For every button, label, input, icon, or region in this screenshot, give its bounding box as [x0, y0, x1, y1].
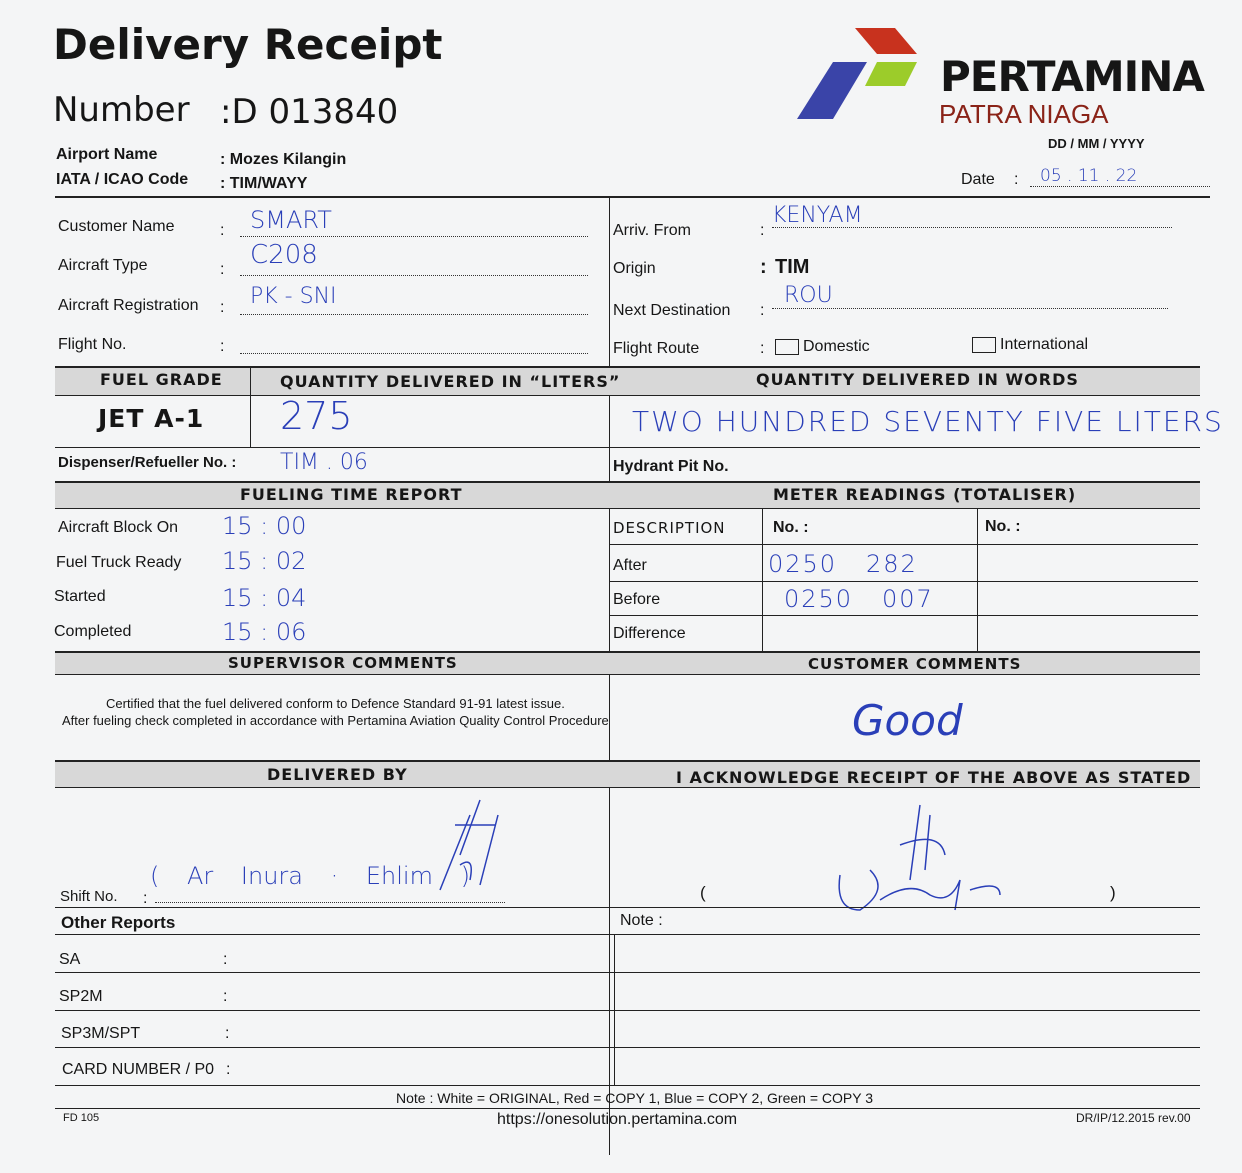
supervisor-comments-header: SUPERVISOR COMMENTS	[228, 654, 458, 672]
footer-url[interactable]: https://onesolution.pertamina.com	[497, 1111, 738, 1128]
liters-header: QUANTITY DELIVERED IN “LITERS”	[280, 372, 621, 391]
words-header: QUANTITY DELIVERED IN WORDS	[756, 370, 1079, 389]
other-row-sp2m: SP2M	[59, 988, 103, 1005]
other-reports-header: Other Reports	[61, 913, 176, 932]
truck-ready-value[interactable]: 15 : 02	[222, 547, 307, 575]
meter-header: METER READINGS (TOTALISER)	[773, 485, 1077, 504]
fuel-grade-value: JET A-1	[98, 404, 205, 433]
before-value[interactable]: 0250 007	[784, 585, 934, 613]
arriv-from-value[interactable]: KENYAM	[772, 203, 863, 228]
customer-comment-value[interactable]: Good	[852, 696, 963, 745]
date-label: Date	[961, 171, 995, 188]
airport-value: : Mozes Kilangin	[220, 151, 347, 168]
page-title: Delivery Receipt	[53, 20, 443, 69]
international-label: International	[1000, 336, 1089, 353]
aircraft-registration-value[interactable]: PK - SNI	[250, 284, 337, 309]
checkbox-icon	[972, 336, 996, 353]
aircraft-registration-label: Aircraft Registration	[58, 297, 199, 314]
note-label: Note :	[620, 912, 663, 929]
after-label: After	[613, 557, 647, 574]
flight-route-label: Flight Route	[613, 340, 700, 357]
flight-no-field[interactable]	[240, 353, 588, 354]
meter-no-1: No. :	[773, 519, 809, 536]
before-label: Before	[613, 591, 661, 608]
customer-name-label: Customer Name	[58, 218, 175, 235]
other-row-card: CARD NUMBER / P0	[62, 1061, 215, 1078]
block-on-label: Aircraft Block On	[58, 519, 179, 536]
form-code: FD 105	[63, 1112, 100, 1124]
hydrant-label: Hydrant Pit No.	[613, 458, 729, 475]
aircraft-type-label: Aircraft Type	[58, 257, 148, 274]
block-on-value[interactable]: 15 : 00	[222, 512, 307, 540]
arriv-from-label: Arriv. From	[613, 222, 691, 239]
delivered-by-name[interactable]: ( Ar Inura · Ehlim )	[150, 862, 470, 890]
domestic-label: Domestic	[803, 338, 870, 355]
delivered-by-header: DELIVERED BY	[267, 765, 408, 784]
dispenser-value[interactable]: TIM . 06	[280, 450, 368, 475]
international-checkbox[interactable]: International	[972, 336, 1088, 354]
receipt-number: :D 013840	[220, 92, 399, 132]
date-colon: :	[1014, 171, 1019, 188]
fueling-time-header: FUELING TIME REPORT	[240, 485, 463, 504]
aircraft-type-value[interactable]: C208	[250, 240, 318, 270]
other-row-sa: SA	[59, 951, 81, 968]
truck-ready-label: Fuel Truck Ready	[56, 554, 182, 571]
shift-no-label: Shift No.	[60, 888, 118, 905]
origin-value: TIM	[775, 256, 810, 278]
customer-comments-header: CUSTOMER COMMENTS	[808, 655, 1022, 673]
brand-name: PERTAMINA	[940, 52, 1205, 101]
acknowledge-header: I ACKNOWLEDGE RECEIPT OF THE ABOVE AS ST…	[676, 768, 1192, 787]
code-label: IATA / ICAO Code	[56, 171, 189, 188]
completed-label: Completed	[54, 623, 132, 640]
started-label: Started	[54, 588, 106, 605]
date-format: DD / MM / YYYY	[1048, 136, 1145, 151]
difference-label: Difference	[613, 625, 686, 642]
code-value: : TIM/WAYY	[220, 175, 308, 192]
liters-value[interactable]: 275	[280, 394, 353, 438]
next-destination-value[interactable]: ROU	[784, 283, 833, 308]
next-destination-label: Next Destination	[613, 302, 731, 319]
revision-code: DR/IP/12.2015 rev.00	[1076, 1111, 1191, 1125]
after-value[interactable]: 0250 282	[768, 550, 918, 578]
ack-paren-close: )	[1110, 883, 1116, 902]
checkbox-checked-icon	[775, 338, 799, 355]
meter-no-2: No. :	[985, 518, 1021, 535]
flight-no-label: Flight No.	[58, 336, 127, 353]
customer-signature-icon	[838, 804, 1001, 911]
fuel-grade-header: FUEL GRADE	[100, 370, 223, 389]
brand-sub: PATRA NIAGA	[939, 99, 1109, 129]
supervisor-comment-line1: Certified that the fuel delivered confor…	[106, 696, 565, 711]
number-label: Number	[53, 90, 190, 130]
airport-label: Airport Name	[56, 146, 158, 163]
description-header: DESCRIPTION	[613, 519, 726, 537]
supervisor-comment-line2: After fueling check completed in accorda…	[62, 713, 609, 728]
ack-paren-open: (	[700, 883, 706, 902]
domestic-checkbox[interactable]: Domestic	[775, 338, 870, 356]
other-row-sp3m: SP3M/SPT	[61, 1025, 141, 1042]
deliverer-signature-icon	[439, 799, 499, 891]
date-value[interactable]: 05 . 11 . 22	[1040, 166, 1138, 186]
origin-label: Origin	[613, 260, 656, 277]
started-value[interactable]: 15 : 04	[222, 584, 307, 612]
dispenser-label: Dispenser/Refueller No. :	[58, 454, 237, 471]
pertamina-logo-icon	[797, 28, 917, 119]
words-value[interactable]: TWO HUNDRED SEVENTY FIVE LITERS	[632, 405, 1224, 438]
completed-value[interactable]: 15 : 06	[222, 618, 307, 646]
copy-note: Note : White = ORIGINAL, Red = COPY 1, B…	[396, 1090, 873, 1106]
customer-name-value[interactable]: SMART	[250, 206, 332, 234]
